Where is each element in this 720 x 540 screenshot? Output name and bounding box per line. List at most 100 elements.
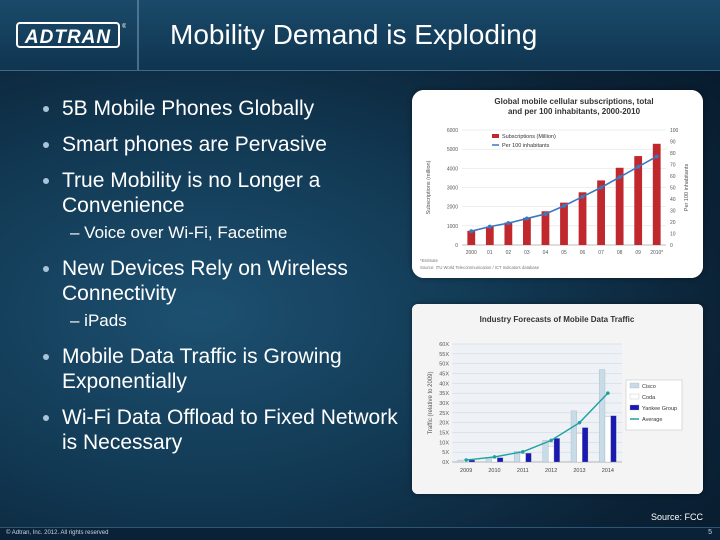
bullet-dot-icon <box>43 415 49 421</box>
y2-tick-label: 50 <box>670 186 676 192</box>
point-per-100-inhabitants <box>543 211 548 216</box>
legend-swatch <box>629 404 640 411</box>
y-tick-label: 45X <box>439 372 449 378</box>
bullet-item: Mobile Data Traffic is Growing Exponenti… <box>40 344 400 394</box>
point-average <box>606 391 610 395</box>
legend-label: Per 100 inhabitants <box>502 143 550 149</box>
point-per-100-inhabitants <box>636 164 641 169</box>
bullet-item: True Mobility is no Longer a Convenience <box>40 168 400 218</box>
x-tick-label: 08 <box>617 250 623 256</box>
x-tick-label: 06 <box>580 250 586 256</box>
bar-subscriptions <box>467 230 476 245</box>
x-tick-label: 2014 <box>602 468 614 474</box>
bar-yankee-group <box>525 452 532 463</box>
y2-tick-label: 10 <box>670 232 676 238</box>
y2-tick-label: 20 <box>670 220 676 226</box>
y-tick-label: 3000 <box>447 186 458 192</box>
bullet-dot-icon <box>43 178 49 184</box>
x-tick-label: 01 <box>487 250 493 256</box>
y2-tick-label: 100 <box>670 128 679 134</box>
adtran-logo: ADTRAN ® <box>16 22 126 48</box>
x-tick-label: 04 <box>543 250 549 256</box>
x-tick-label: 03 <box>524 250 530 256</box>
point-average <box>492 455 497 459</box>
y2-tick-label: 30 <box>670 209 676 215</box>
legend-label: Subscriptions (Million) <box>502 134 556 140</box>
bar-yankee-group <box>582 427 589 463</box>
bullet-dot-icon <box>43 354 49 360</box>
header-divider <box>137 0 139 70</box>
bullet-dot-icon <box>43 142 49 148</box>
bar-subscriptions <box>560 202 568 245</box>
subscriptions-chart-svg: Global mobile cellular subscriptions, to… <box>412 90 703 278</box>
header-bar: ADTRAN ® Mobility Demand is Exploding <box>0 0 720 71</box>
legend-swatch <box>629 382 640 389</box>
legend-label: Average <box>642 417 662 423</box>
point-per-100-inhabitants <box>487 224 492 229</box>
sub-bullet: – iPads <box>70 311 127 330</box>
bar-yankee-group <box>610 415 617 463</box>
data-traffic-chart-svg: Industry Forecasts of Mobile Data Traffi… <box>412 304 703 494</box>
bar-subscriptions <box>523 217 531 245</box>
bullet-item: 5B Mobile Phones Globally <box>40 96 400 121</box>
x-tick-label: 09 <box>635 250 641 256</box>
y-axis-label: Subscriptions (million) <box>426 160 432 214</box>
y-tick-label: 60X <box>439 342 449 348</box>
point-per-100-inhabitants <box>654 154 659 159</box>
bar-cisco <box>457 459 464 463</box>
y2-tick-label: 0 <box>670 243 673 249</box>
line-average <box>466 392 609 461</box>
bar-subscriptions <box>652 143 661 245</box>
bullet-item: Wi-Fi Data Offload to Fixed Network is N… <box>40 405 400 455</box>
point-per-100-inhabitants <box>599 185 604 190</box>
y-tick-label: 55X <box>439 352 449 358</box>
svg-text:ADTRAN: ADTRAN <box>24 27 111 48</box>
y-tick-label: 30X <box>439 401 449 407</box>
bar-subscriptions <box>634 156 643 245</box>
y2-tick-label: 70 <box>670 163 676 169</box>
bar-subscriptions <box>615 167 624 245</box>
x-tick-label: 2013 <box>573 468 585 474</box>
subscriptions-chart: Global mobile cellular subscriptions, to… <box>412 90 703 278</box>
y-tick-label: 1000 <box>447 224 458 230</box>
bar-subscriptions <box>504 222 513 245</box>
point-average <box>549 438 553 443</box>
svg-text:®: ® <box>122 23 126 30</box>
x-tick-label: 2010* <box>650 250 663 256</box>
bar-subscriptions <box>541 211 550 245</box>
y2-axis-label: Per 100 inhabitants <box>684 164 690 212</box>
footer-bar: © Adtran, Inc. 2012. All rights reserved… <box>0 527 720 540</box>
point-per-100-inhabitants <box>524 216 529 221</box>
y-tick-label: 10X <box>439 440 449 446</box>
data-traffic-chart: Industry Forecasts of Mobile Data Traffi… <box>412 304 703 494</box>
point-per-100-inhabitants <box>562 203 566 208</box>
chart-note: *Estimate <box>420 258 439 263</box>
copyright-text: © Adtran, Inc. 2012. All rights reserved <box>6 530 109 536</box>
chart-title: and per 100 inhabitants, 2000-2010 <box>508 107 641 116</box>
y-axis-label: Traffic (relative to 2009) <box>428 371 434 434</box>
bar-yankee-group <box>497 457 504 463</box>
bullet-item: Smart phones are Pervasive <box>40 132 400 157</box>
point-average <box>521 449 525 454</box>
bar-yankee-group <box>553 438 560 463</box>
y-tick-label: 40X <box>439 381 449 387</box>
y-tick-label: 5000 <box>447 147 458 153</box>
bar-coda <box>576 433 583 463</box>
legend-label: Coda <box>642 395 656 401</box>
x-tick-label: 2010 <box>488 468 500 474</box>
bar-subscriptions <box>597 180 605 245</box>
chart-title: Industry Forecasts of Mobile Data Traffi… <box>480 315 635 324</box>
bar-coda <box>604 416 611 463</box>
y-tick-label: 25X <box>439 411 449 417</box>
y-tick-label: 15X <box>439 431 449 437</box>
point-per-100-inhabitants <box>580 194 585 199</box>
point-average <box>464 458 468 462</box>
y-tick-label: 0 <box>455 243 458 249</box>
y-tick-label: 2000 <box>447 205 458 211</box>
bar-coda <box>548 446 555 463</box>
x-tick-label: 2012 <box>545 468 557 474</box>
y2-tick-label: 40 <box>670 197 676 203</box>
legend-label: Cisco <box>642 384 656 390</box>
legend-swatch <box>492 134 499 138</box>
